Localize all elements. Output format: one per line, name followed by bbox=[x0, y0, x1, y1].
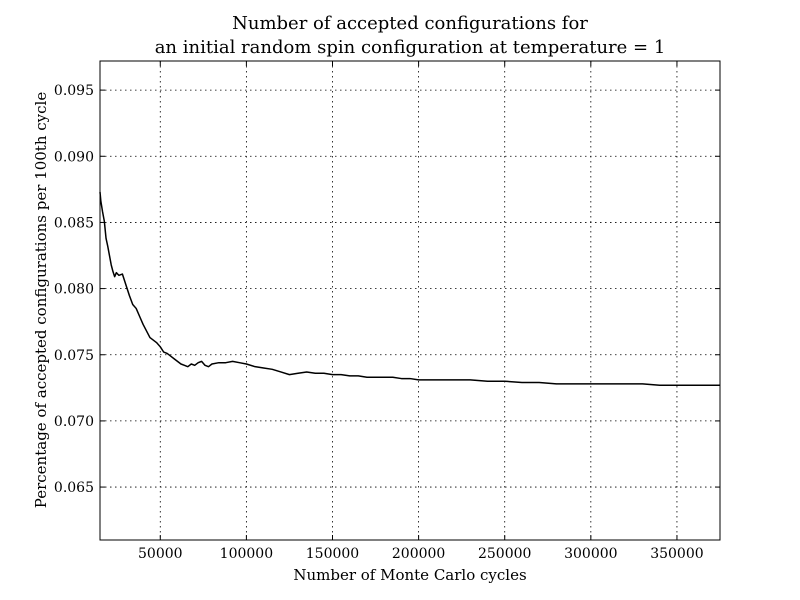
chart-title-line-1: Number of accepted configurations for bbox=[232, 13, 588, 34]
grid-lines bbox=[100, 61, 720, 540]
plot-area-frame bbox=[99, 60, 721, 541]
x-tick-label: 150000 bbox=[306, 546, 359, 562]
x-tick-label: 300000 bbox=[564, 546, 617, 562]
x-tick-label: 100000 bbox=[220, 546, 273, 562]
x-axis-label: Number of Monte Carlo cycles bbox=[293, 566, 526, 584]
x-tick-label: 250000 bbox=[478, 546, 531, 562]
x-tick-label: 200000 bbox=[392, 546, 445, 562]
y-tick-label: 0.080 bbox=[54, 282, 94, 298]
y-tick-label: 0.070 bbox=[54, 414, 94, 430]
y-tick-label: 0.085 bbox=[54, 215, 94, 231]
x-tick-label: 50000 bbox=[138, 546, 183, 562]
y-axis-label: Percentage of accepted configurations pe… bbox=[32, 92, 50, 509]
y-tick-label: 0.075 bbox=[54, 348, 94, 364]
y-tick-labels: 0.065 0.070 0.075 0.080 0.085 0.090 0.095 bbox=[54, 83, 94, 496]
x-tick-labels: 50000 100000 150000 200000 250000 300000 35000… bbox=[138, 546, 704, 562]
y-tick-label: 0.065 bbox=[54, 480, 94, 496]
data-series-line bbox=[99, 191, 720, 386]
y-tick-label: 0.095 bbox=[54, 83, 94, 99]
y-tick-label: 0.090 bbox=[54, 149, 94, 165]
x-tick-label: 350000 bbox=[650, 546, 703, 562]
chart-title-line-2: an initial random spin configuration at … bbox=[155, 37, 666, 58]
axis-ticks bbox=[100, 61, 720, 540]
